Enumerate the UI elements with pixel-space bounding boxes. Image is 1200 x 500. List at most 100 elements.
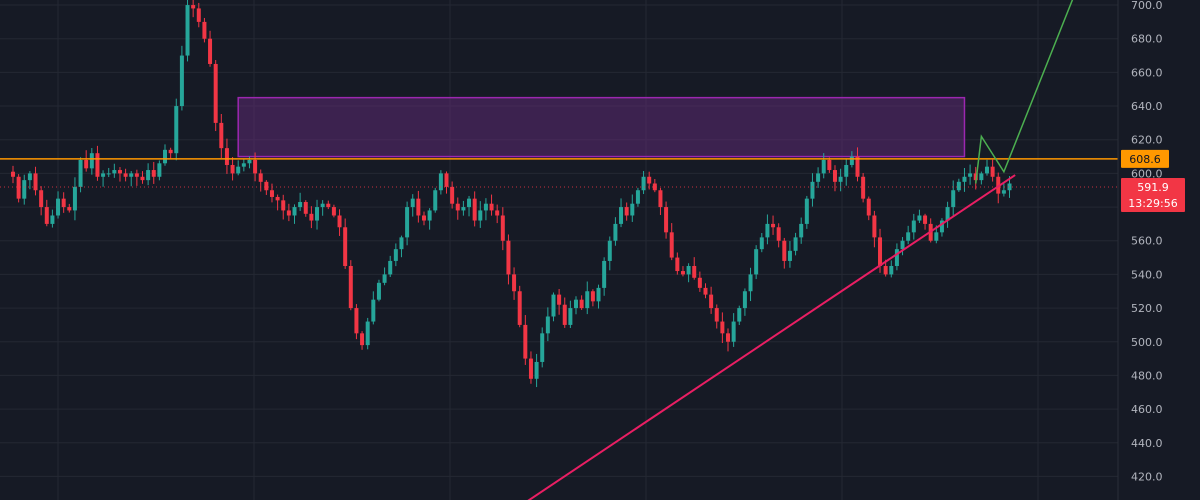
candle-body bbox=[652, 183, 657, 191]
candle bbox=[1001, 183, 1006, 197]
candle bbox=[500, 207, 505, 251]
candle-body bbox=[140, 176, 145, 181]
candle-body bbox=[686, 265, 691, 275]
candle bbox=[810, 173, 815, 207]
projection-path[interactable] bbox=[974, 0, 1077, 184]
candle bbox=[281, 194, 286, 220]
candle-body bbox=[433, 190, 438, 211]
candle bbox=[816, 167, 821, 188]
candle-body bbox=[647, 176, 652, 184]
candle-body bbox=[878, 237, 883, 266]
candle bbox=[562, 297, 567, 328]
candle bbox=[714, 304, 719, 329]
candle-body bbox=[596, 287, 601, 302]
candle-body bbox=[444, 173, 449, 187]
candle bbox=[703, 283, 708, 299]
candle bbox=[185, 0, 190, 62]
candle-body bbox=[467, 198, 472, 208]
candle-body bbox=[787, 250, 792, 261]
candle-body bbox=[832, 170, 837, 182]
candle-body bbox=[22, 180, 27, 199]
candle-body bbox=[557, 294, 562, 305]
candle bbox=[872, 210, 877, 248]
candle-body bbox=[292, 207, 297, 216]
grid bbox=[0, 0, 1118, 500]
candle bbox=[917, 209, 922, 224]
candle bbox=[202, 17, 207, 43]
candle bbox=[146, 163, 151, 186]
candle-body bbox=[371, 299, 376, 322]
candle bbox=[129, 171, 134, 187]
candle bbox=[117, 167, 122, 182]
candle-body bbox=[44, 207, 49, 224]
candle bbox=[101, 170, 106, 187]
candle-body bbox=[1001, 190, 1006, 194]
candle-body bbox=[968, 173, 973, 177]
candle-body bbox=[163, 149, 168, 164]
resistance-price-tag: 608.6 bbox=[1121, 149, 1169, 168]
candle-body bbox=[714, 308, 719, 322]
candle bbox=[196, 2, 201, 28]
candle bbox=[619, 198, 624, 228]
candle-body bbox=[208, 38, 213, 64]
candle bbox=[557, 288, 562, 315]
candle-body bbox=[258, 173, 263, 182]
candle bbox=[236, 160, 241, 176]
candle bbox=[686, 263, 691, 283]
candle-body bbox=[906, 232, 911, 241]
price-axis[interactable]: 700.0680.0660.0640.0620.0600.0580.0560.0… bbox=[1117, 0, 1163, 500]
candle bbox=[343, 218, 348, 269]
candle bbox=[275, 194, 280, 211]
candle bbox=[354, 304, 359, 340]
candle bbox=[630, 194, 635, 222]
candle bbox=[151, 161, 156, 184]
candle-body bbox=[101, 173, 106, 177]
candle bbox=[292, 204, 297, 224]
candle-body bbox=[11, 171, 15, 177]
candle-body bbox=[461, 207, 466, 211]
candle bbox=[793, 232, 798, 256]
candle bbox=[832, 165, 837, 192]
candle-body bbox=[816, 173, 821, 182]
candle-body bbox=[579, 299, 584, 309]
candle bbox=[168, 147, 173, 159]
candle bbox=[528, 351, 533, 384]
candle-body bbox=[365, 321, 370, 346]
candle-body bbox=[185, 5, 190, 56]
candle bbox=[680, 266, 685, 277]
candle-body bbox=[917, 215, 922, 221]
candle-body bbox=[574, 299, 578, 309]
candle-body bbox=[585, 291, 590, 309]
candle-body bbox=[641, 176, 646, 191]
y-tick-label: 560.0 bbox=[1131, 235, 1163, 248]
candle bbox=[416, 190, 421, 223]
candle-body bbox=[202, 21, 207, 39]
candle bbox=[337, 209, 342, 236]
candle-body bbox=[151, 170, 156, 177]
candle bbox=[399, 235, 404, 258]
candle-body bbox=[247, 159, 252, 164]
support-trendline[interactable] bbox=[514, 174, 1016, 500]
candle bbox=[269, 183, 274, 203]
candle bbox=[697, 271, 702, 292]
candle-body bbox=[849, 156, 854, 165]
candle bbox=[219, 113, 224, 158]
candle-body bbox=[253, 159, 258, 174]
candle bbox=[669, 223, 674, 261]
candle-body bbox=[793, 237, 798, 251]
candle-body bbox=[911, 220, 916, 233]
candle-body bbox=[168, 149, 173, 154]
candle bbox=[968, 164, 973, 185]
candle bbox=[900, 237, 905, 256]
candle-body bbox=[213, 63, 218, 123]
supply-zone-rect[interactable] bbox=[237, 96, 966, 158]
candle-body bbox=[455, 203, 460, 211]
candle bbox=[742, 288, 747, 316]
candle bbox=[478, 201, 483, 228]
candle-body bbox=[388, 260, 393, 275]
candle bbox=[461, 200, 466, 216]
candle bbox=[568, 300, 573, 329]
candle bbox=[27, 171, 32, 190]
candle bbox=[253, 152, 258, 182]
